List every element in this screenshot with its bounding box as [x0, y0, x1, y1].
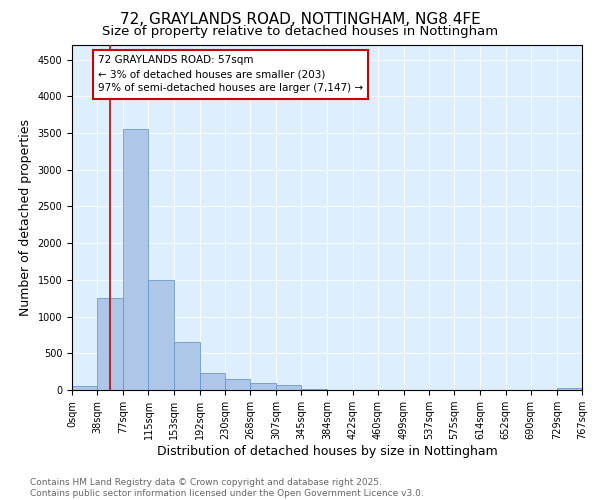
Y-axis label: Number of detached properties: Number of detached properties — [19, 119, 32, 316]
Bar — [276, 385, 301, 390]
Bar — [225, 379, 250, 390]
Bar — [72, 386, 97, 390]
Text: 72 GRAYLANDS ROAD: 57sqm
← 3% of detached houses are smaller (203)
97% of semi-d: 72 GRAYLANDS ROAD: 57sqm ← 3% of detache… — [98, 56, 363, 94]
Bar — [250, 382, 276, 390]
Bar — [557, 388, 582, 390]
Bar — [148, 280, 174, 390]
Text: Contains HM Land Registry data © Crown copyright and database right 2025.
Contai: Contains HM Land Registry data © Crown c… — [30, 478, 424, 498]
Bar — [97, 298, 123, 390]
Bar — [174, 342, 200, 390]
Text: Size of property relative to detached houses in Nottingham: Size of property relative to detached ho… — [102, 25, 498, 38]
Bar — [123, 130, 148, 390]
Text: 72, GRAYLANDS ROAD, NOTTINGHAM, NG8 4FE: 72, GRAYLANDS ROAD, NOTTINGHAM, NG8 4FE — [119, 12, 481, 28]
Bar — [200, 373, 225, 390]
X-axis label: Distribution of detached houses by size in Nottingham: Distribution of detached houses by size … — [157, 445, 497, 458]
